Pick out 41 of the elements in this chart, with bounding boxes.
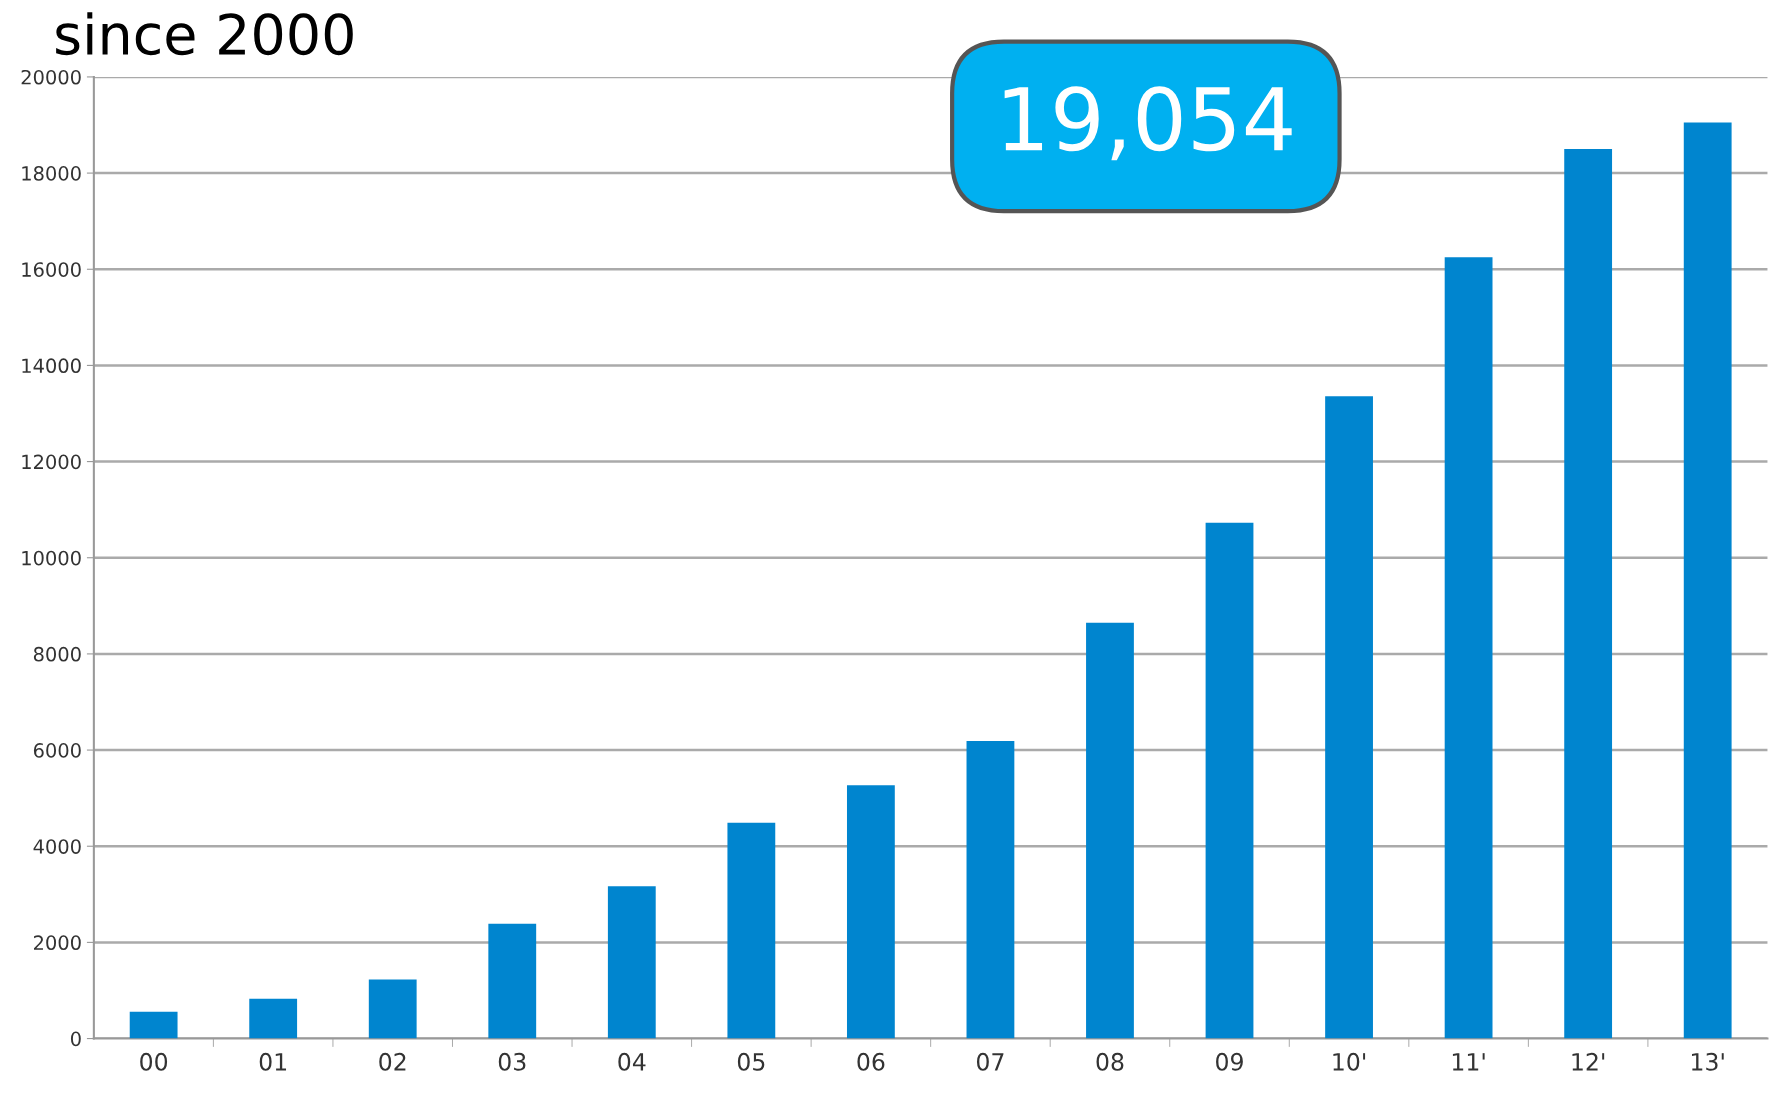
chart-title: since 2000 — [56, 12, 353, 56]
y-tick-label: 14000 — [22, 358, 81, 374]
y-tick-label: 4000 — [33, 839, 81, 854]
y-tick-label: 2000 — [34, 935, 81, 951]
x-tick-label: 13' — [1692, 1052, 1724, 1071]
x-tick-label: 07 — [976, 1052, 1004, 1071]
y-tick-label: 20000 — [21, 69, 81, 85]
bar — [966, 740, 1015, 1039]
bar — [129, 1011, 178, 1039]
bar — [607, 886, 656, 1039]
x-tick-label: 03 — [498, 1052, 526, 1071]
bar — [1205, 522, 1254, 1039]
y-tick-label: 10000 — [22, 550, 81, 566]
bar — [1564, 149, 1613, 1039]
bar — [1325, 396, 1373, 1039]
x-tick-label: 09 — [1216, 1052, 1243, 1071]
bar — [368, 979, 417, 1039]
x-tick-label: 05 — [737, 1052, 765, 1071]
y-tick-label: 8000 — [33, 646, 81, 662]
x-tick-label: 12' — [1572, 1052, 1605, 1071]
x-tick-label: 11' — [1452, 1053, 1485, 1071]
x-tick-label: 08 — [1096, 1052, 1124, 1071]
y-tick-label: 18000 — [22, 166, 81, 181]
annotation: 19,054 — [1004, 86, 1292, 161]
x-tick-label: 00 — [140, 1052, 168, 1071]
x-tick-label: 06 — [857, 1052, 885, 1071]
x-tick-label: 02 — [379, 1052, 406, 1071]
y-tick-label: 6000 — [33, 743, 81, 758]
bar — [1683, 122, 1732, 1039]
bar — [727, 822, 776, 1039]
bar — [488, 923, 537, 1039]
bar — [1086, 622, 1134, 1039]
bar — [249, 998, 298, 1039]
x-tick-label: 10' — [1333, 1052, 1366, 1071]
y-tick-label: 16000 — [22, 262, 81, 277]
y-tick-label: 0 — [70, 1031, 81, 1047]
x-tick-label: 01 — [259, 1052, 287, 1071]
bar — [1444, 257, 1493, 1039]
x-tick-label: 04 — [618, 1052, 646, 1071]
bar — [846, 785, 895, 1039]
y-tick-label: 12000 — [22, 454, 81, 470]
